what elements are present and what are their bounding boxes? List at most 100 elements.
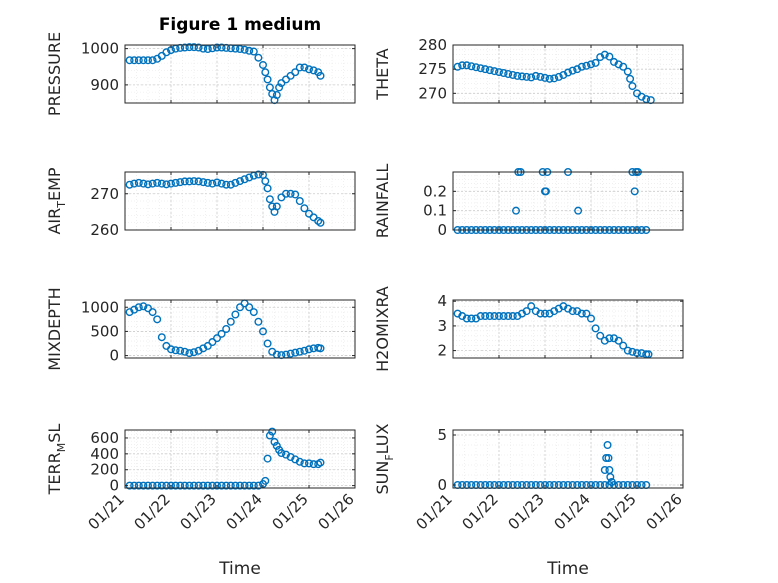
data-point (607, 478, 616, 487)
data-point (157, 481, 166, 490)
data-point (628, 82, 637, 91)
data-point (254, 317, 263, 326)
axes-box (452, 429, 684, 489)
data-point (541, 73, 550, 82)
data-point (148, 179, 157, 188)
x-tick-label: 01/24 (551, 490, 594, 533)
data-point (139, 56, 148, 65)
x-tick-label: 01/22 (459, 490, 502, 533)
x-tick-labels-right: 01/21 01/22 01/23 01/24 01/25 01/26 (413, 490, 686, 533)
data-point (316, 218, 325, 227)
data-point (485, 66, 494, 75)
data-point (476, 312, 485, 321)
data-point (222, 481, 231, 490)
data-point (568, 307, 577, 316)
data-point (162, 180, 171, 189)
data-point (577, 62, 586, 71)
data-point (513, 71, 522, 80)
data-point (125, 180, 134, 189)
data-point (235, 481, 244, 490)
data-point (504, 69, 513, 78)
data-point (263, 184, 272, 193)
data-point (574, 206, 583, 215)
x-axis-label-left: Time (218, 559, 261, 579)
data-point (235, 177, 244, 186)
data-point (212, 334, 221, 343)
data-point (295, 347, 304, 356)
data-point (157, 179, 166, 188)
data-point (194, 177, 203, 186)
data-point (467, 62, 476, 71)
data-point (212, 178, 221, 187)
data-point (522, 72, 531, 81)
data-point (143, 481, 152, 490)
y-tick-label: 1000 (81, 40, 119, 58)
data-point (180, 481, 189, 490)
data-point (166, 481, 175, 490)
data-point (199, 178, 208, 187)
data-point (272, 91, 281, 100)
data-point (217, 481, 226, 490)
data-point (541, 309, 550, 318)
data-point (286, 349, 295, 358)
data-point (261, 177, 270, 186)
data-point (130, 179, 139, 188)
data-point (508, 70, 517, 79)
data-point (254, 53, 263, 62)
data-point (203, 481, 212, 490)
data-point (522, 307, 531, 316)
data-point (208, 338, 217, 347)
x-axis-label-right: Time (546, 559, 589, 579)
theta-plot: 270 275 280 THETA (373, 36, 684, 105)
data-point (282, 189, 291, 198)
data-point (203, 178, 212, 187)
data-point (272, 202, 281, 211)
data-point (272, 441, 281, 450)
data-point (300, 459, 309, 468)
data-point (587, 314, 596, 323)
y-tick-label: 270 (90, 185, 119, 203)
data-point (180, 347, 189, 356)
data-point (153, 315, 162, 324)
y-tick-label: 3 (437, 317, 447, 335)
x-tick-label: 01/26 (643, 490, 686, 533)
data-point (582, 309, 591, 318)
data-point (300, 204, 309, 213)
y-tick-label: 5 (437, 426, 447, 444)
data-point (527, 73, 536, 82)
data-point (245, 303, 254, 312)
data-point (176, 481, 185, 490)
data-point (162, 481, 171, 490)
y-tick-label: 1000 (81, 298, 119, 316)
data-point (604, 454, 613, 463)
data-point (226, 481, 235, 490)
data-point (545, 74, 554, 83)
data-point (166, 345, 175, 354)
x-tick-label: 01/24 (223, 490, 266, 533)
data-point (300, 346, 309, 355)
data-point (467, 314, 476, 323)
y-axis-label: MIXDEPTH (45, 287, 64, 370)
data-point (518, 72, 527, 81)
x-tick-label: 01/26 (315, 490, 358, 533)
data-point (261, 476, 270, 485)
data-point (265, 195, 274, 204)
x-tick-label: 01/23 (505, 490, 548, 533)
data-point (582, 61, 591, 70)
data-point (606, 473, 615, 482)
data-point (130, 56, 139, 65)
data-point (134, 303, 143, 312)
x-tick-label: 01/25 (269, 490, 312, 533)
data-point (499, 312, 508, 321)
data-point (591, 58, 600, 67)
data-point (171, 178, 180, 187)
data-point (628, 347, 637, 356)
data-point (217, 329, 226, 338)
axes-box (124, 299, 356, 359)
data-point (508, 312, 517, 321)
data-point (245, 173, 254, 182)
y-tick-label: 270 (418, 84, 447, 102)
data-point (600, 466, 609, 475)
y-axis-label: H2OMIXRA (373, 286, 392, 372)
axes-box (452, 299, 684, 359)
